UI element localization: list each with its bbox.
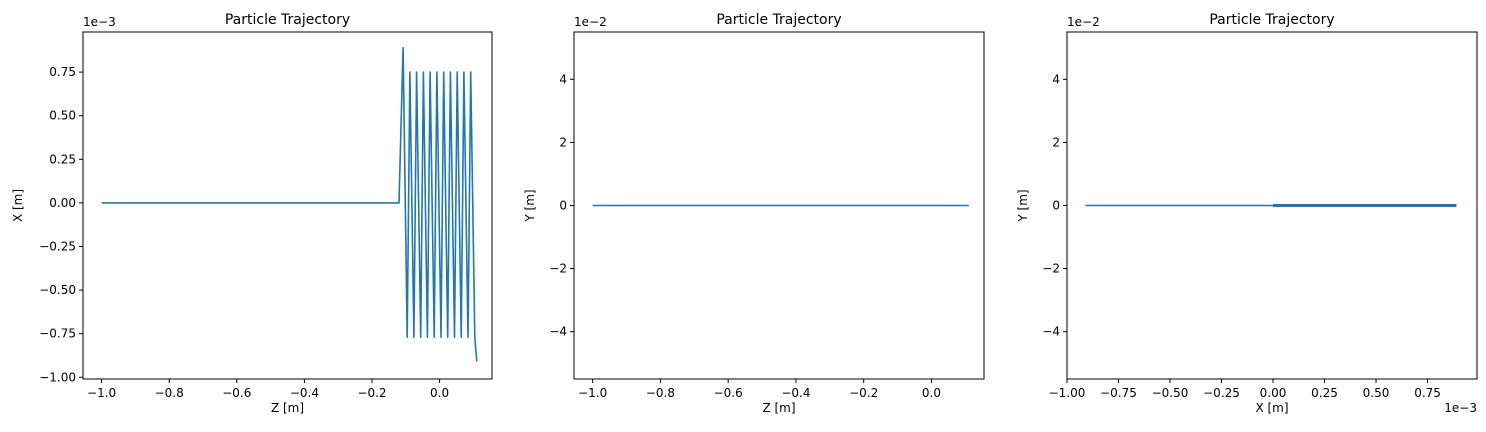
- axes-frame: [82, 31, 493, 380]
- x-tick-label: 0.50: [1363, 386, 1390, 400]
- x-tick-label: 0.25: [1311, 386, 1338, 400]
- series-line: [101, 46, 478, 362]
- x-tick-label: −0.8: [646, 386, 675, 400]
- x-tick-label: −0.4: [781, 386, 810, 400]
- y-tick-label: 4: [559, 72, 567, 86]
- y-axis-label: Y [m]: [523, 189, 537, 222]
- subplot-2: −1.0 −0.8 −0.6 −0.4 −0.2 0.0 −4 −2 0 2 4 Particle T…: [523, 12, 985, 415]
- y-tick-label: 0.00: [49, 196, 76, 210]
- y-tick-label: −1.00: [39, 370, 76, 384]
- x-tick-label: −1.0: [578, 386, 607, 400]
- y-tick-label: 0: [559, 199, 567, 213]
- y-offset-text: 1e−2: [1067, 15, 1100, 29]
- x-axis-label: Z [m]: [271, 401, 304, 415]
- x-axis-label: Z [m]: [762, 401, 795, 415]
- y-tick-label: −4: [1042, 325, 1060, 339]
- y-tick-label: −2: [1042, 262, 1060, 276]
- chart-title: Particle Trajectory: [716, 12, 841, 28]
- x-tick-label: −0.75: [1100, 386, 1137, 400]
- x-tick-label: −1.0: [87, 386, 116, 400]
- x-tick-label: 0.0: [922, 386, 941, 400]
- x-tick-label: 0.0: [430, 386, 449, 400]
- chart-title: Particle Trajectory: [225, 12, 350, 28]
- x-tick-label: −0.4: [290, 386, 319, 400]
- y-tick-label: −0.25: [39, 239, 76, 253]
- y-tick-label: 4: [1052, 72, 1060, 86]
- chart-title: Particle Trajectory: [1209, 12, 1334, 28]
- x-axis-label: X [m]: [1255, 401, 1288, 415]
- x-tick-label: −0.50: [1152, 386, 1189, 400]
- y-tick-label: −0.50: [39, 283, 76, 297]
- x-tick-label: −1.00: [1049, 386, 1086, 400]
- y-tick-label: 0.75: [49, 65, 76, 79]
- y-axis-label: X [m]: [11, 189, 25, 222]
- subplot-1: −1.0 −0.8 −0.6 −0.4 −0.2 0.0 −1.00 −0.75 −0.50 −0…: [11, 12, 493, 415]
- y-tick-label: 0.50: [49, 109, 76, 123]
- x-tick-label: −0.6: [714, 386, 743, 400]
- y-tick-label: 2: [1052, 135, 1060, 149]
- x-tick-label: −0.25: [1203, 386, 1240, 400]
- x-tick-label: −0.8: [155, 386, 184, 400]
- y-offset-text: 1e−2: [574, 15, 607, 29]
- y-offset-text: 1e−3: [83, 15, 116, 29]
- y-tick-label: 0.25: [49, 152, 76, 166]
- y-tick-label: 2: [559, 135, 567, 149]
- y-tick-label: 0: [1052, 199, 1060, 213]
- x-tick-label: −0.2: [849, 386, 878, 400]
- x-tick-label: −0.2: [357, 386, 386, 400]
- x-tick-label: 0.75: [1414, 386, 1441, 400]
- subplot-3: −1.00 −0.75 −0.50 −0.25 0.00 0.25 0.50 0.75 −4 −2…: [1016, 12, 1478, 415]
- x-tick-label: 0.00: [1260, 386, 1287, 400]
- x-offset-text: 1e−3: [1444, 401, 1477, 415]
- x-tick-label: −0.6: [222, 386, 251, 400]
- y-axis-label: Y [m]: [1016, 189, 1030, 222]
- y-tick-label: −0.75: [39, 327, 76, 341]
- y-tick-label: −2: [549, 262, 567, 276]
- y-tick-label: −4: [549, 325, 567, 339]
